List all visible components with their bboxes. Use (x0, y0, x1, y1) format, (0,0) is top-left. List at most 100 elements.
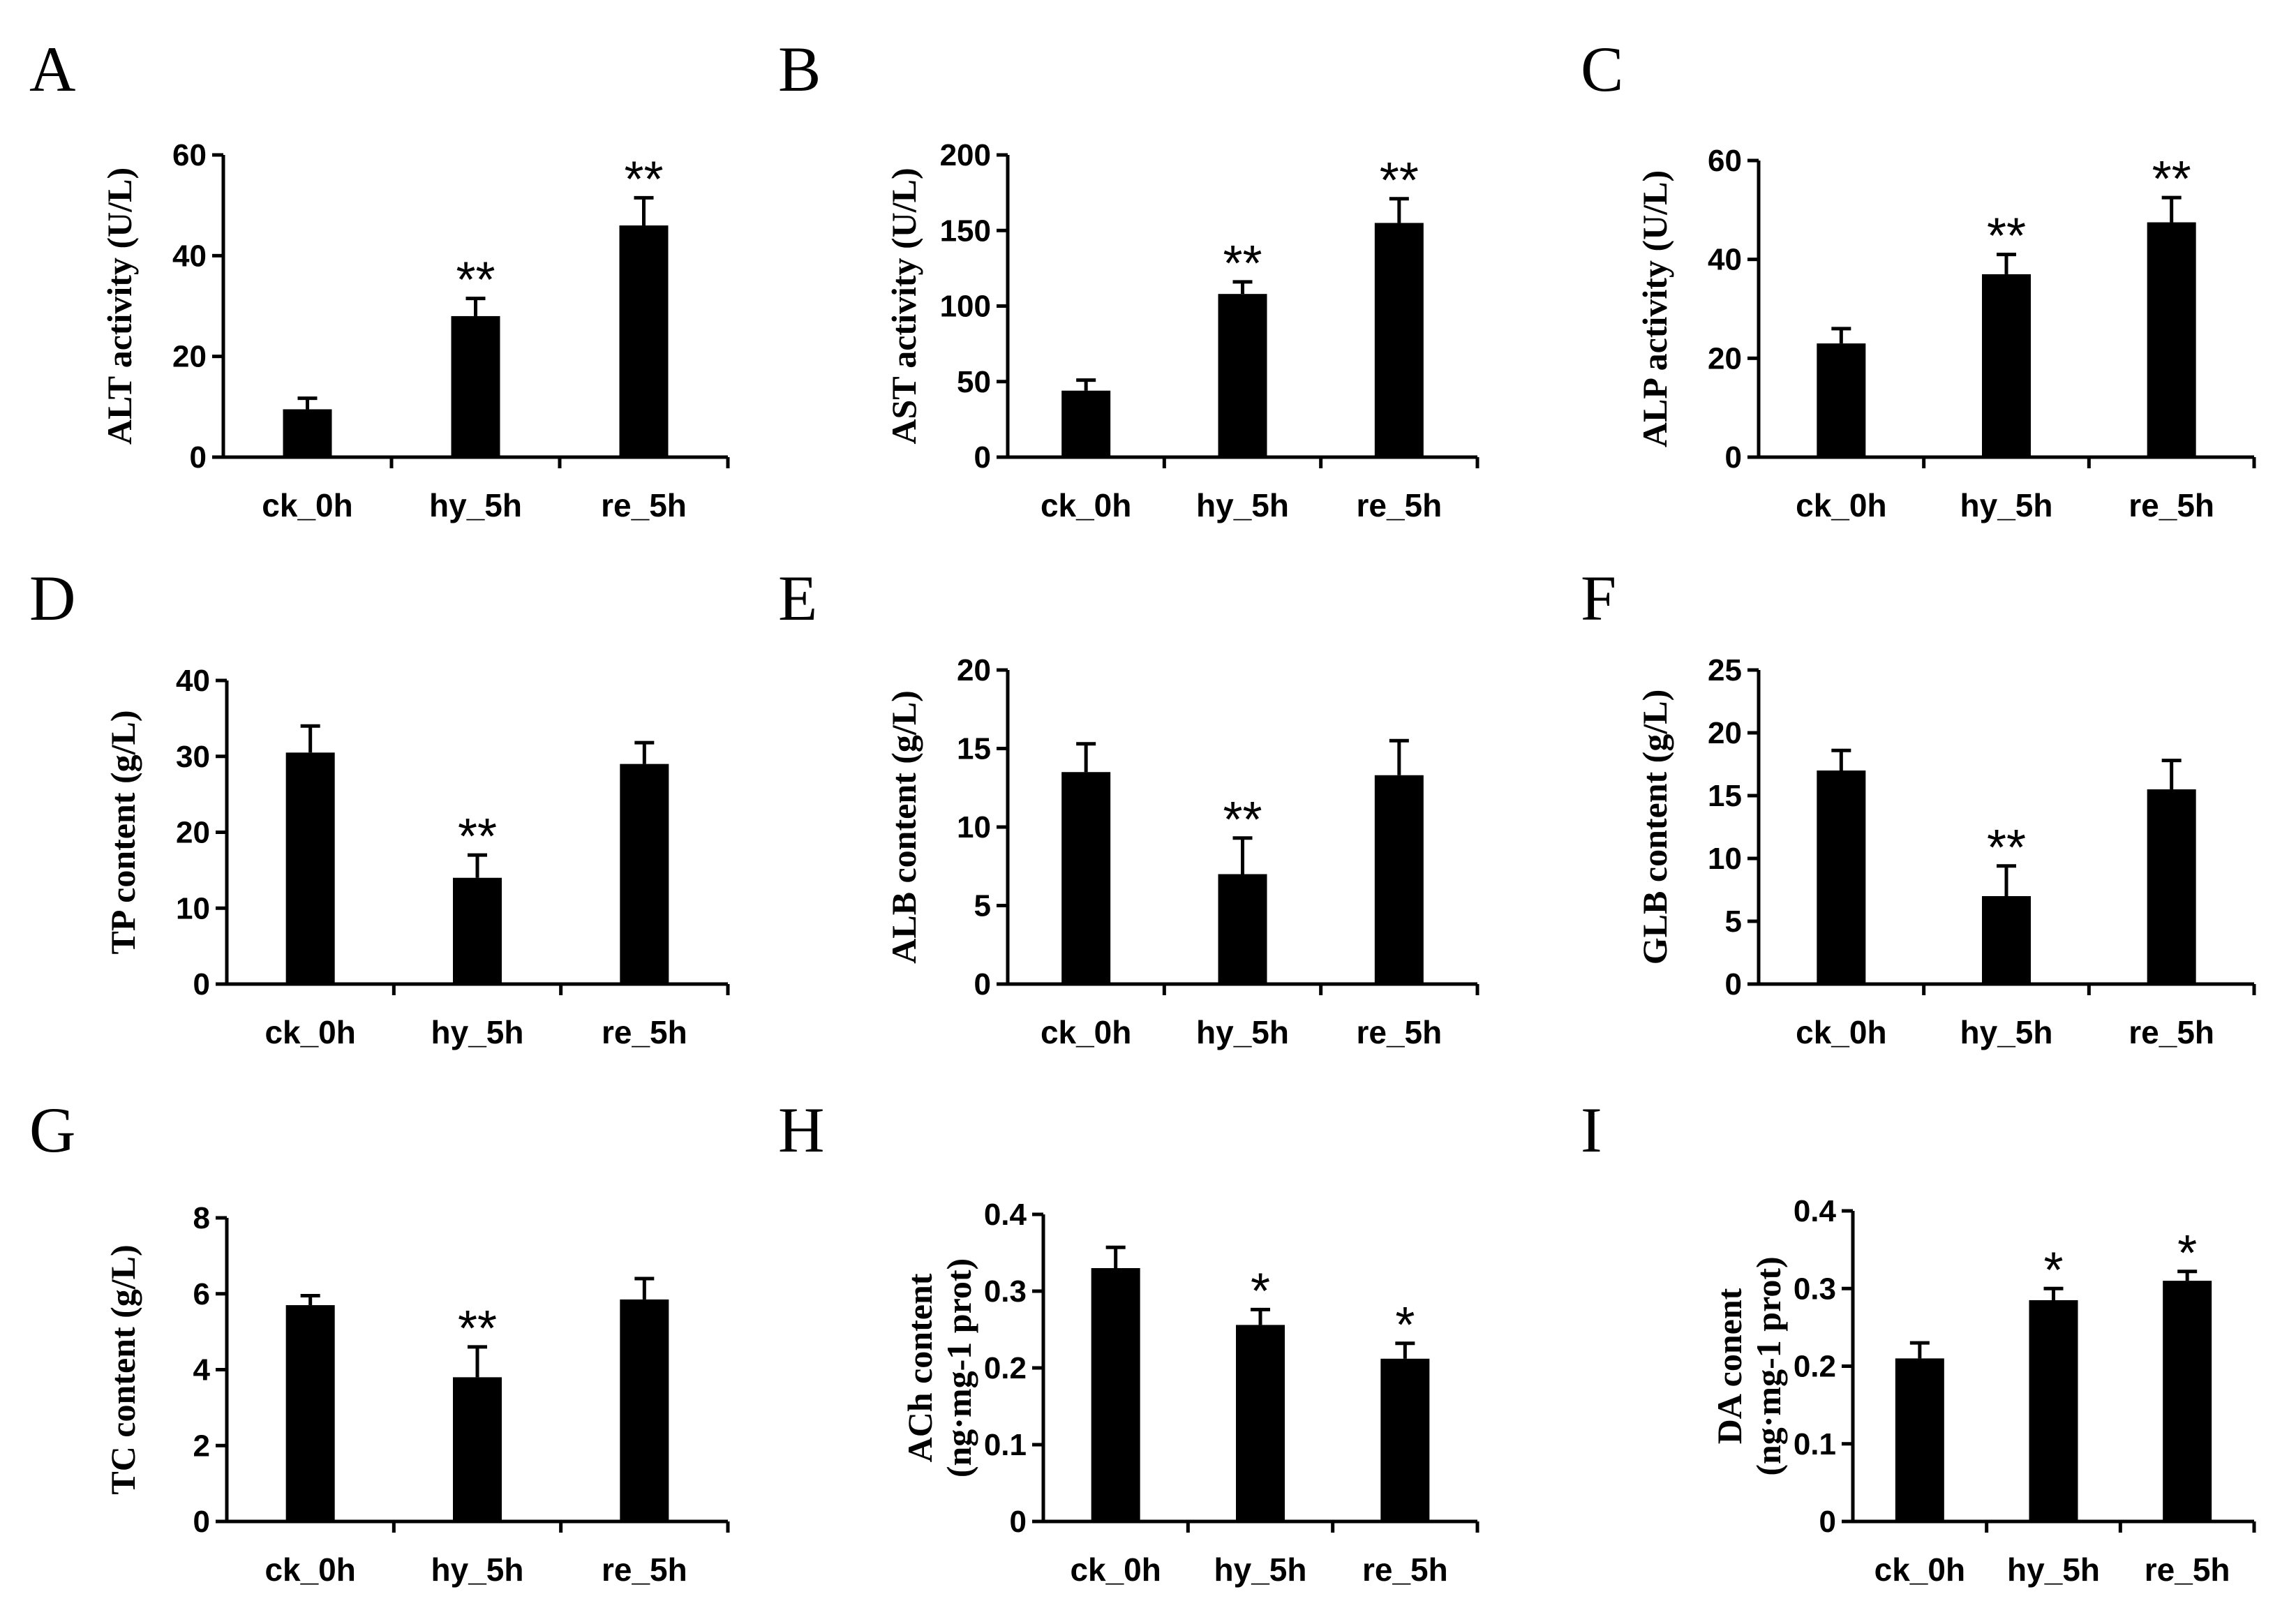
significance-mark: ** (1223, 792, 1262, 848)
y-tick-label: 15 (1708, 779, 1742, 813)
x-tick-label: hy_5h (1196, 487, 1289, 523)
y-tick-label: 0 (190, 440, 207, 475)
x-tick-label: ck_0h (262, 487, 352, 523)
y-tick-label: 8 (193, 1201, 210, 1235)
x-tick-label: hy_5h (1196, 1014, 1289, 1050)
y-tick-label: 20 (176, 816, 210, 850)
y-axis-label: TC content (g/L) (103, 1244, 142, 1494)
panel-e: E 0 5 10 15 20 ALB content (g/L) ck_0h ** hy_5h re… (778, 563, 1479, 1050)
significance-mark: ** (1987, 209, 2026, 265)
x-tick-label: ck_0h (1874, 1551, 1965, 1588)
bar-ck-0h (1061, 390, 1111, 457)
bar-hy-5h (2029, 1300, 2078, 1521)
y-tick-label: 200 (940, 138, 991, 172)
y-tick-label: 150 (940, 214, 991, 248)
y-tick-label: 0 (193, 967, 210, 1002)
y-tick-label: 0 (1725, 440, 1742, 475)
y-tick-label: 10 (176, 891, 210, 925)
y-axis-label: ALB content (g/L) (884, 690, 923, 964)
y-tick-label: 0.3 (1794, 1272, 1836, 1306)
y-tick-label: 60 (1708, 144, 1742, 178)
x-tick-label: re_5h (2145, 1551, 2230, 1588)
y-tick-label: 0 (1725, 967, 1742, 1002)
bar-hy-5h (453, 877, 502, 984)
y-tick-label: 0 (974, 440, 991, 475)
x-tick-label: ck_0h (1796, 1014, 1886, 1050)
panel-letter: C (1581, 34, 1623, 105)
panel-d: D 0 10 20 30 40 TP content (g/L) ck_0h ** hy_5h re… (29, 563, 730, 1050)
y-axis-label: (ng·mg-1 prot) (1749, 1256, 1788, 1475)
panel-g: G 0 2 4 6 8 TC content (g/L) ck_0h ** hy_5h re_5h (29, 1094, 730, 1588)
x-tick-label: hy_5h (1960, 1014, 2053, 1050)
panel-a: A 0 20 40 60 ALT activity (U/L) ck_0h ** hy_5h **… (29, 34, 730, 523)
panel-letter: I (1581, 1094, 1602, 1166)
y-axis-label: ALT activity (U/L) (100, 168, 139, 445)
y-tick-label: 4 (193, 1353, 211, 1387)
y-tick-label: 5 (1725, 904, 1742, 939)
x-tick-label: re_5h (2129, 1014, 2214, 1050)
x-tick-label: ck_0h (1070, 1551, 1161, 1588)
y-tick-label: 10 (1708, 842, 1742, 876)
significance-mark: ** (1987, 820, 2026, 876)
y-axis-label: DA conent (1710, 1288, 1749, 1444)
y-tick-label: 2 (193, 1429, 210, 1463)
significance-mark: ** (2152, 151, 2191, 207)
y-tick-label: 0 (193, 1505, 210, 1539)
panel-i: I 0 0.1 0.2 0.3 0.4 DA conent (ng·mg-1 prot) ck_… (1581, 1094, 2256, 1588)
panel-f: F 0 5 10 15 20 25 GLB content (g/L) ck_0h ** hy_5h… (1581, 563, 2256, 1050)
bar-ck-0h (285, 752, 335, 984)
x-tick-label: re_5h (602, 1014, 687, 1050)
y-tick-label: 6 (193, 1277, 210, 1311)
bar-hy-5h (453, 1377, 502, 1521)
bar-ck-0h (1895, 1358, 1944, 1521)
panel-letter: B (778, 34, 821, 105)
panel-letter: E (778, 563, 817, 634)
x-tick-label: re_5h (1356, 1014, 1442, 1050)
y-tick-label: 30 (176, 740, 210, 774)
y-tick-label: 40 (172, 239, 207, 273)
significance-mark: * (2043, 1242, 2063, 1298)
x-tick-label: hy_5h (431, 1551, 524, 1588)
bar-ck-0h (1817, 343, 1866, 457)
x-tick-label: hy_5h (2007, 1551, 2100, 1588)
bar-re-5h (2147, 789, 2196, 984)
x-tick-label: ck_0h (1796, 487, 1886, 523)
x-tick-label: ck_0h (264, 1551, 355, 1588)
bar-ck-0h (1091, 1268, 1140, 1521)
y-tick-label: 0.1 (1794, 1427, 1836, 1461)
y-tick-label: 50 (957, 365, 991, 399)
y-axis-label: GLB content (g/L) (1635, 690, 1674, 965)
x-tick-label: ck_0h (1041, 487, 1131, 523)
x-tick-label: hy_5h (429, 487, 522, 523)
bar-hy-5h (1218, 294, 1267, 457)
y-tick-label: 0.4 (1794, 1194, 1837, 1228)
significance-mark: ** (624, 151, 663, 207)
panel-h: H 0 0.1 0.2 0.3 0.4 ACh content (ng·mg-1 prot) c… (778, 1094, 1479, 1588)
bar-re-5h (2163, 1281, 2212, 1521)
y-tick-label: 15 (957, 732, 991, 766)
significance-mark: ** (1380, 153, 1419, 209)
bar-hy-5h (451, 315, 500, 457)
bar-hy-5h (1982, 896, 2031, 984)
bar-re-5h (1374, 775, 1424, 984)
x-tick-label: re_5h (1362, 1551, 1448, 1588)
panel-b: B 0 50 100 150 200 AST activity (U/L) ck_0h ** hy… (778, 34, 1479, 523)
y-tick-label: 5 (974, 889, 991, 923)
bar-ck-0h (283, 409, 332, 457)
y-tick-label: 0.4 (984, 1198, 1027, 1232)
x-tick-label: hy_5h (431, 1014, 524, 1050)
y-tick-label: 0 (1819, 1505, 1836, 1539)
x-tick-label: re_5h (601, 487, 687, 523)
y-tick-label: 20 (957, 653, 991, 687)
panel-letter: F (1581, 563, 1616, 634)
x-tick-label: re_5h (2129, 487, 2214, 523)
y-tick-label: 25 (1708, 653, 1742, 687)
bar-re-5h (2147, 222, 2196, 457)
significance-mark: * (1395, 1297, 1415, 1353)
bar-ck-0h (285, 1305, 335, 1521)
bar-re-5h (1374, 223, 1424, 457)
bar-re-5h (1380, 1358, 1430, 1521)
bar-re-5h (620, 1299, 669, 1521)
significance-mark: ** (1223, 236, 1262, 292)
panel-letter: G (29, 1094, 75, 1166)
